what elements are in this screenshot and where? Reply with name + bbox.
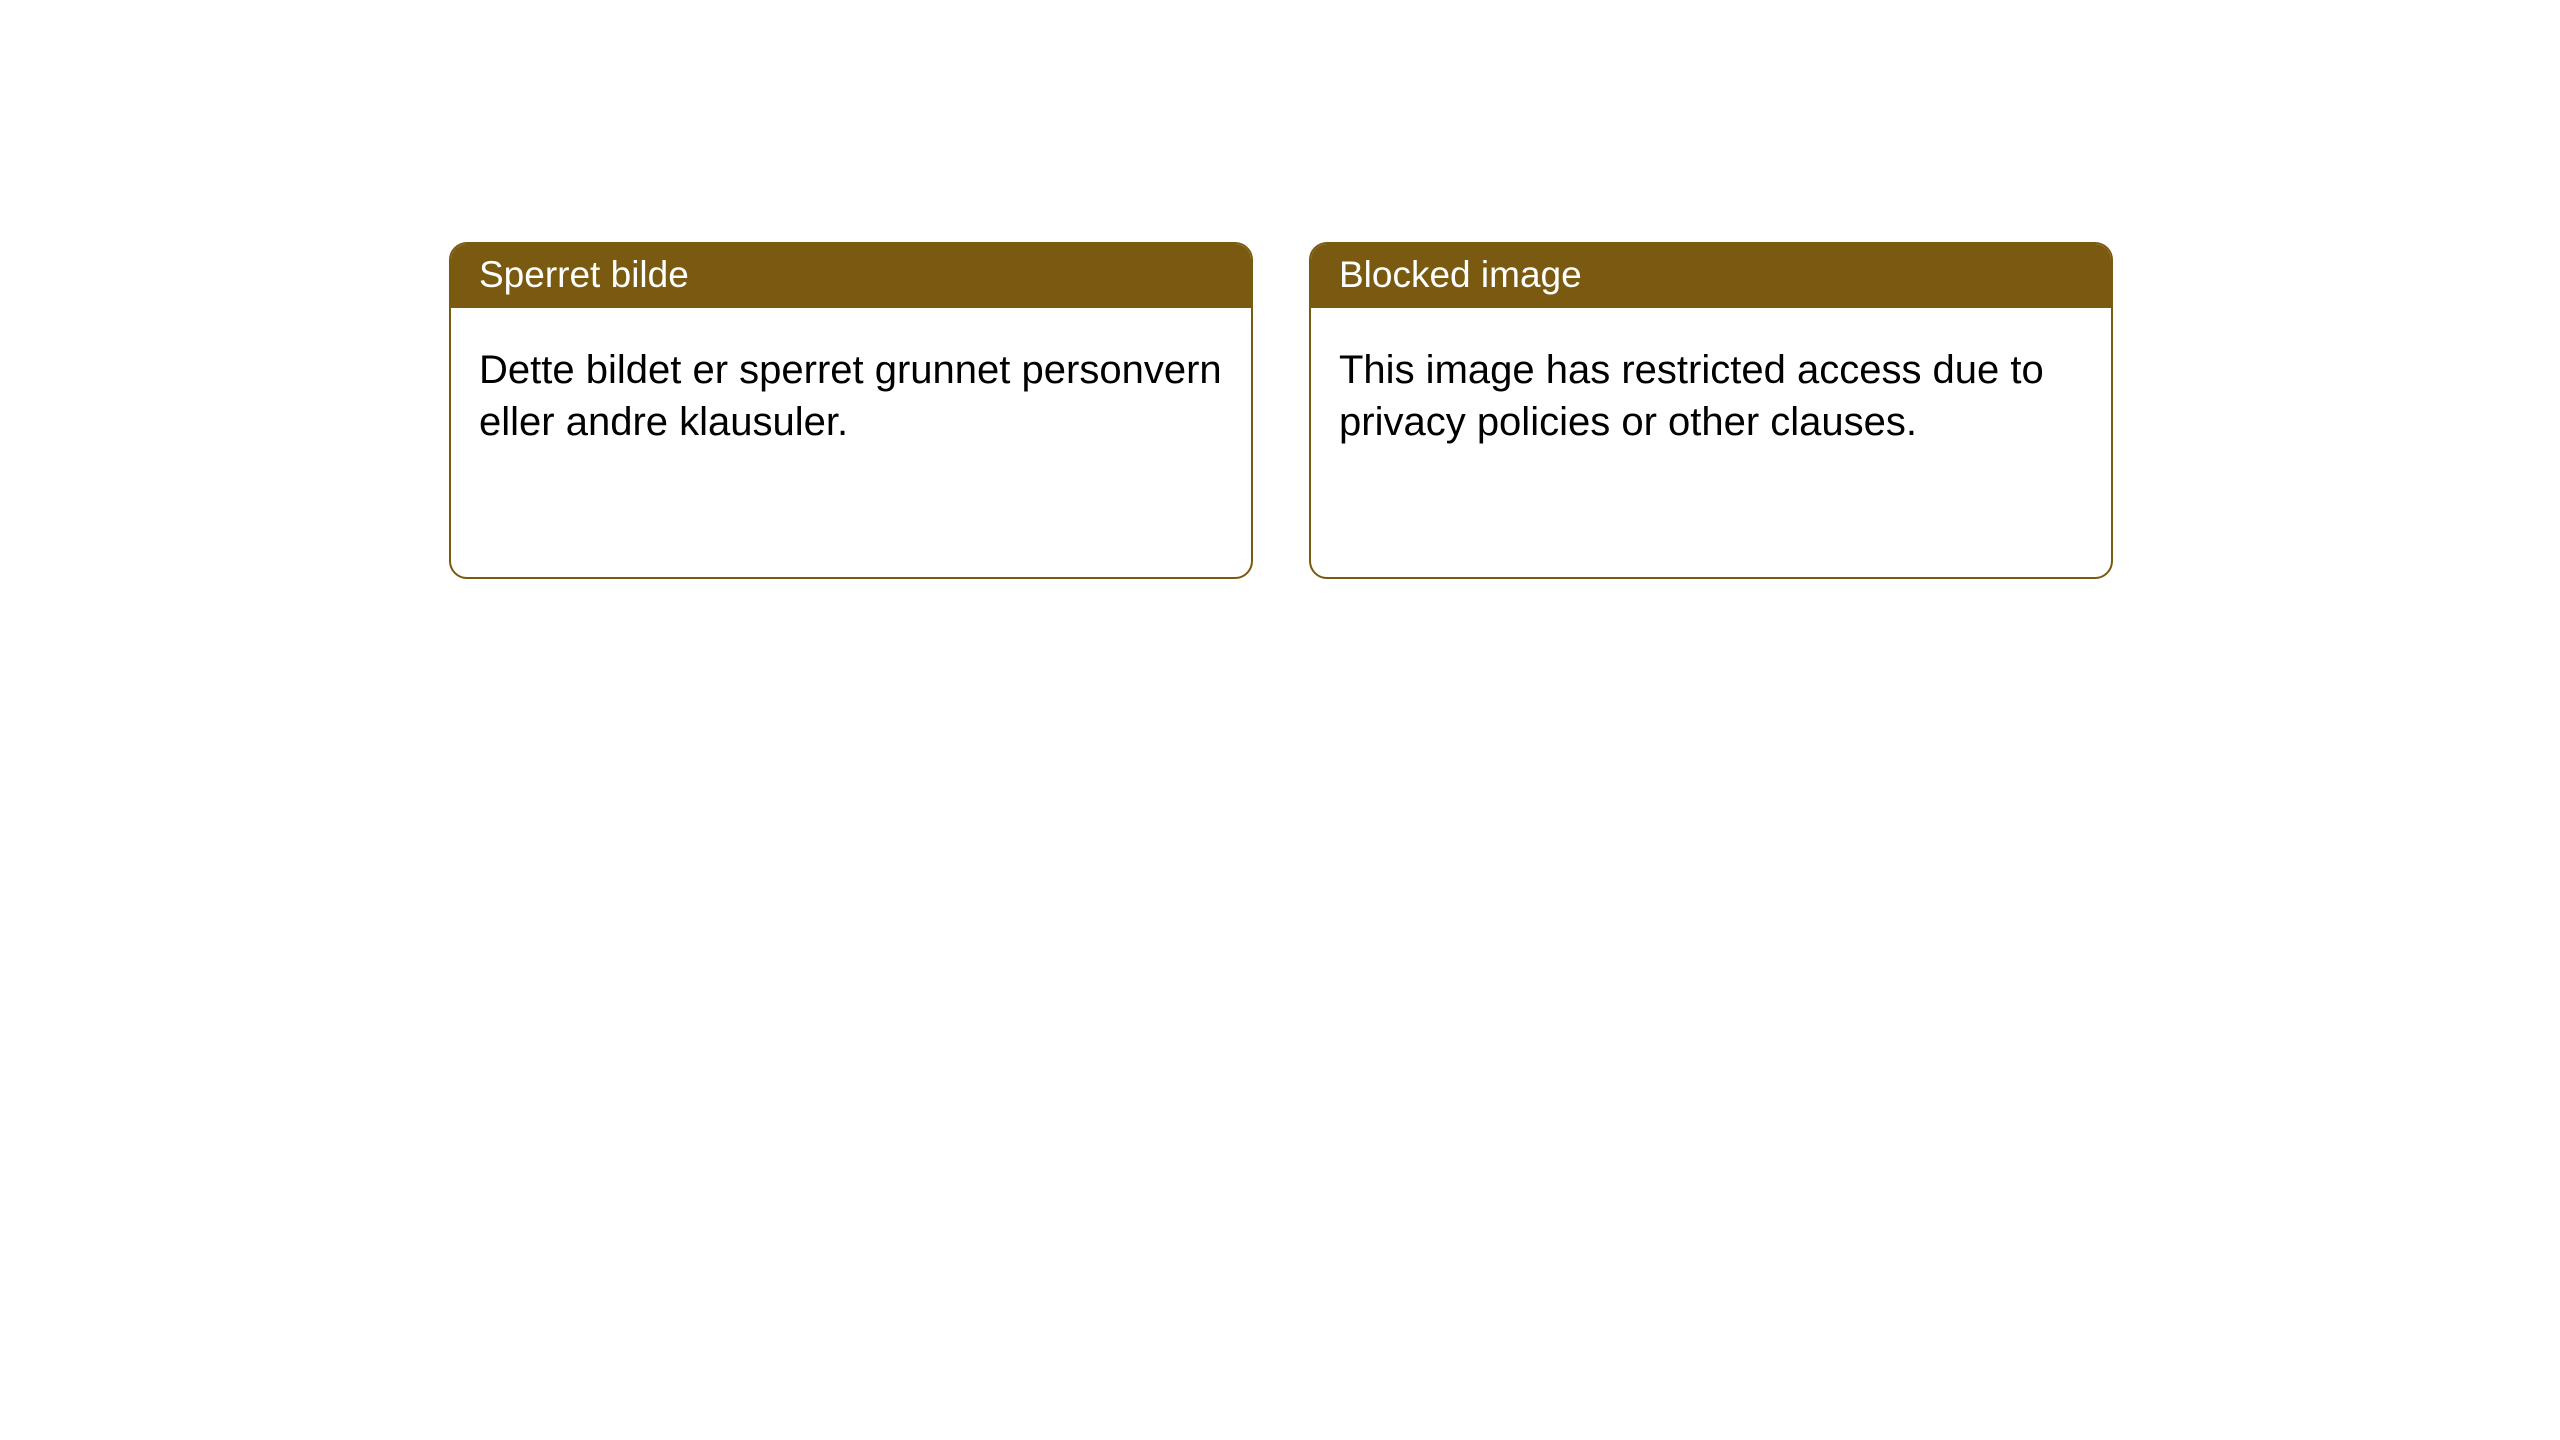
blocked-image-card-english: Blocked image This image has restricted … [1309, 242, 2113, 579]
card-header-norwegian: Sperret bilde [451, 244, 1251, 308]
card-header-english: Blocked image [1311, 244, 2111, 308]
card-body-norwegian: Dette bildet er sperret grunnet personve… [451, 308, 1251, 476]
card-message-norwegian: Dette bildet er sperret grunnet personve… [479, 348, 1222, 444]
card-body-english: This image has restricted access due to … [1311, 308, 2111, 476]
blocked-image-card-norwegian: Sperret bilde Dette bildet er sperret gr… [449, 242, 1253, 579]
notice-cards-container: Sperret bilde Dette bildet er sperret gr… [449, 242, 2113, 579]
card-title-english: Blocked image [1339, 254, 1582, 295]
card-title-norwegian: Sperret bilde [479, 254, 689, 295]
card-message-english: This image has restricted access due to … [1339, 348, 2044, 444]
